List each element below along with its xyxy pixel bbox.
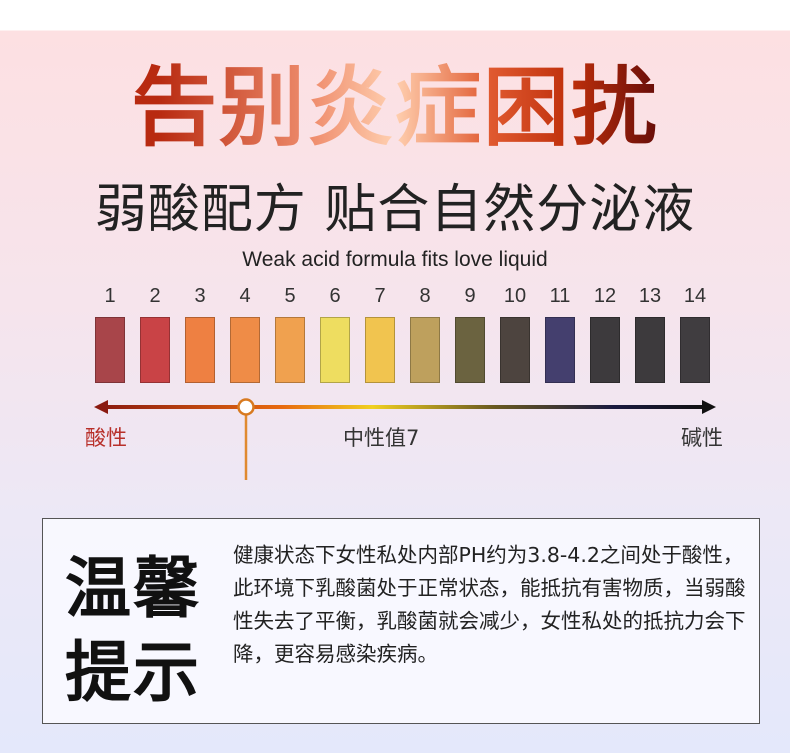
ph-color-block [635,317,665,383]
ph-number: 5 [284,285,296,307]
ph-number: 11 [549,285,571,307]
ph-color-block [140,317,170,383]
ph-number: 3 [194,285,206,307]
ph-number: 7 [374,285,386,307]
ph-number: 4 [239,285,251,307]
tip-heading-1: 温馨 [65,550,201,627]
ph-color-block [500,317,530,383]
title: 告别炎症困扰 [0,58,790,158]
ph-number: 10 [503,285,527,307]
arrow-left-icon [94,400,108,414]
alkaline-label: 碱性 [681,426,723,450]
arrow-right-icon [702,400,716,414]
acid-label: 酸性 [85,426,127,450]
english-subtitle: Weak acid formula fits love liquid [242,248,548,271]
ph-color-block [365,317,395,383]
marker-circle [237,398,255,416]
ph-number: 12 [593,285,617,307]
ph-gradient-line [100,405,705,409]
ph-color-block [230,317,260,383]
ph-color-block [545,317,575,383]
ph-color-block [410,317,440,383]
ph-number: 6 [329,285,341,307]
ph-number: 9 [464,285,476,307]
ph-color-block [95,317,125,383]
ph-number: 2 [149,285,161,307]
ph-number: 13 [638,285,662,307]
tip-heading-2: 提示 [65,634,201,711]
tip-body: 健康状态下女性私处内部PH约为3.8-4.2之间处于酸性，此环境下乳酸菌处于正常… [233,543,746,666]
ph-number: 14 [683,285,707,307]
ph-number: 1 [104,285,116,307]
ph-color-block [185,317,215,383]
ph-color-block [590,317,620,383]
ph-color-block [455,317,485,383]
ph-color-block [680,317,710,383]
subtitle: 弱酸配方 贴合自然分泌液 [94,180,696,240]
neutral-label: 中性值7 [343,426,420,450]
ph-color-block [320,317,350,383]
ph-number: 8 [419,285,431,307]
tip-box: 温馨 提示 健康状态下女性私处内部PH约为3.8-4.2之间处于酸性，此环境下乳… [42,518,760,724]
ph-color-block [275,317,305,383]
